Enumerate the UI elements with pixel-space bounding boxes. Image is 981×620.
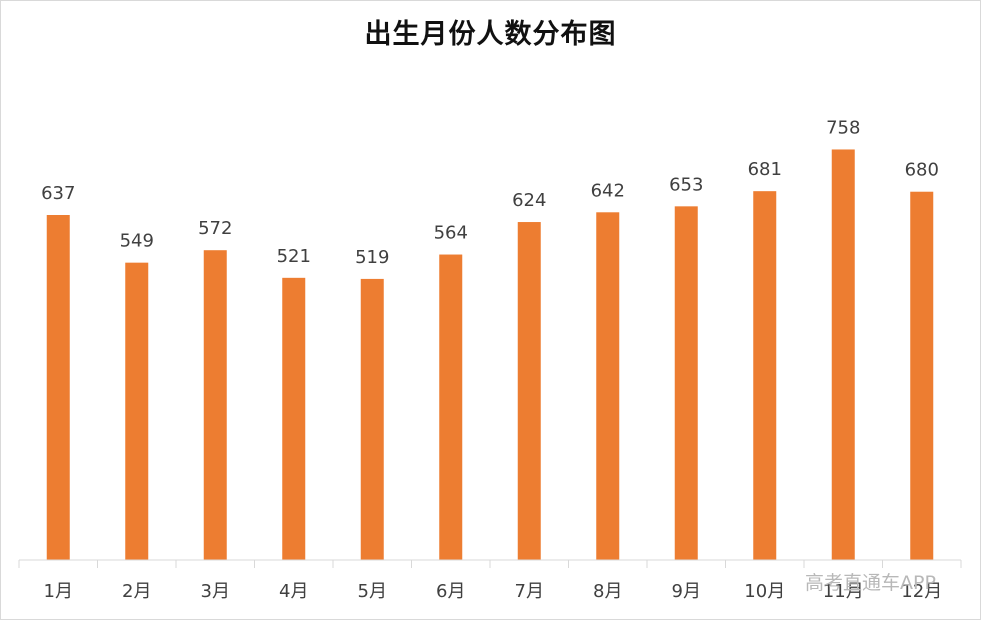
x-axis: 1月 2月 3月 4月 5月 6月 7月 8月 9月 10月 11月 12月: [18, 559, 962, 602]
bar-8: [596, 212, 620, 561]
bar-10: [753, 191, 777, 560]
x-tick-label-6: 6月: [436, 581, 465, 602]
x-tick-label-12: 12月: [901, 581, 942, 602]
data-label-4: 521: [277, 246, 311, 267]
data-label-6: 564: [434, 223, 468, 244]
data-label-2: 549: [120, 231, 154, 252]
bar-12: [910, 191, 934, 560]
data-label-12: 680: [905, 160, 939, 181]
bar-7: [517, 222, 541, 560]
bar-11: [831, 149, 855, 560]
data-label-10: 681: [748, 159, 782, 180]
bar-3: [203, 250, 227, 560]
x-tick-label-4: 4月: [279, 581, 308, 602]
x-tick-label-1: 1月: [44, 581, 73, 602]
x-tick-label-2: 2月: [122, 581, 151, 602]
x-tick-label-7: 7月: [515, 581, 544, 602]
bar-2: [125, 262, 149, 560]
data-labels-layer: 637 549 572 521 519 564 624 642 653 681 758 680: [41, 117, 939, 267]
bar-5: [360, 278, 384, 560]
data-label-9: 653: [669, 174, 703, 195]
data-label-5: 519: [355, 247, 389, 268]
data-label-1: 637: [41, 183, 75, 204]
x-tick-label-10: 10月: [744, 581, 785, 602]
x-tick-label-3: 3月: [201, 581, 230, 602]
chart-title: 出生月份人数分布图: [364, 19, 617, 50]
bar-6: [439, 254, 463, 560]
bar-9: [674, 206, 698, 560]
bar-1: [46, 215, 70, 560]
data-label-11: 758: [826, 117, 860, 138]
watermark: 高考直通车APP: [805, 572, 936, 594]
data-label-7: 624: [512, 190, 546, 211]
x-tick-label-11: 11月: [823, 581, 864, 602]
data-label-8: 642: [591, 180, 625, 201]
x-tick-label-8: 8月: [593, 581, 622, 602]
data-label-3: 572: [198, 218, 232, 239]
bar-4: [282, 277, 306, 560]
bars-layer: [46, 149, 934, 561]
x-tick-label-9: 9月: [672, 581, 701, 602]
x-tick-label-5: 5月: [358, 581, 387, 602]
